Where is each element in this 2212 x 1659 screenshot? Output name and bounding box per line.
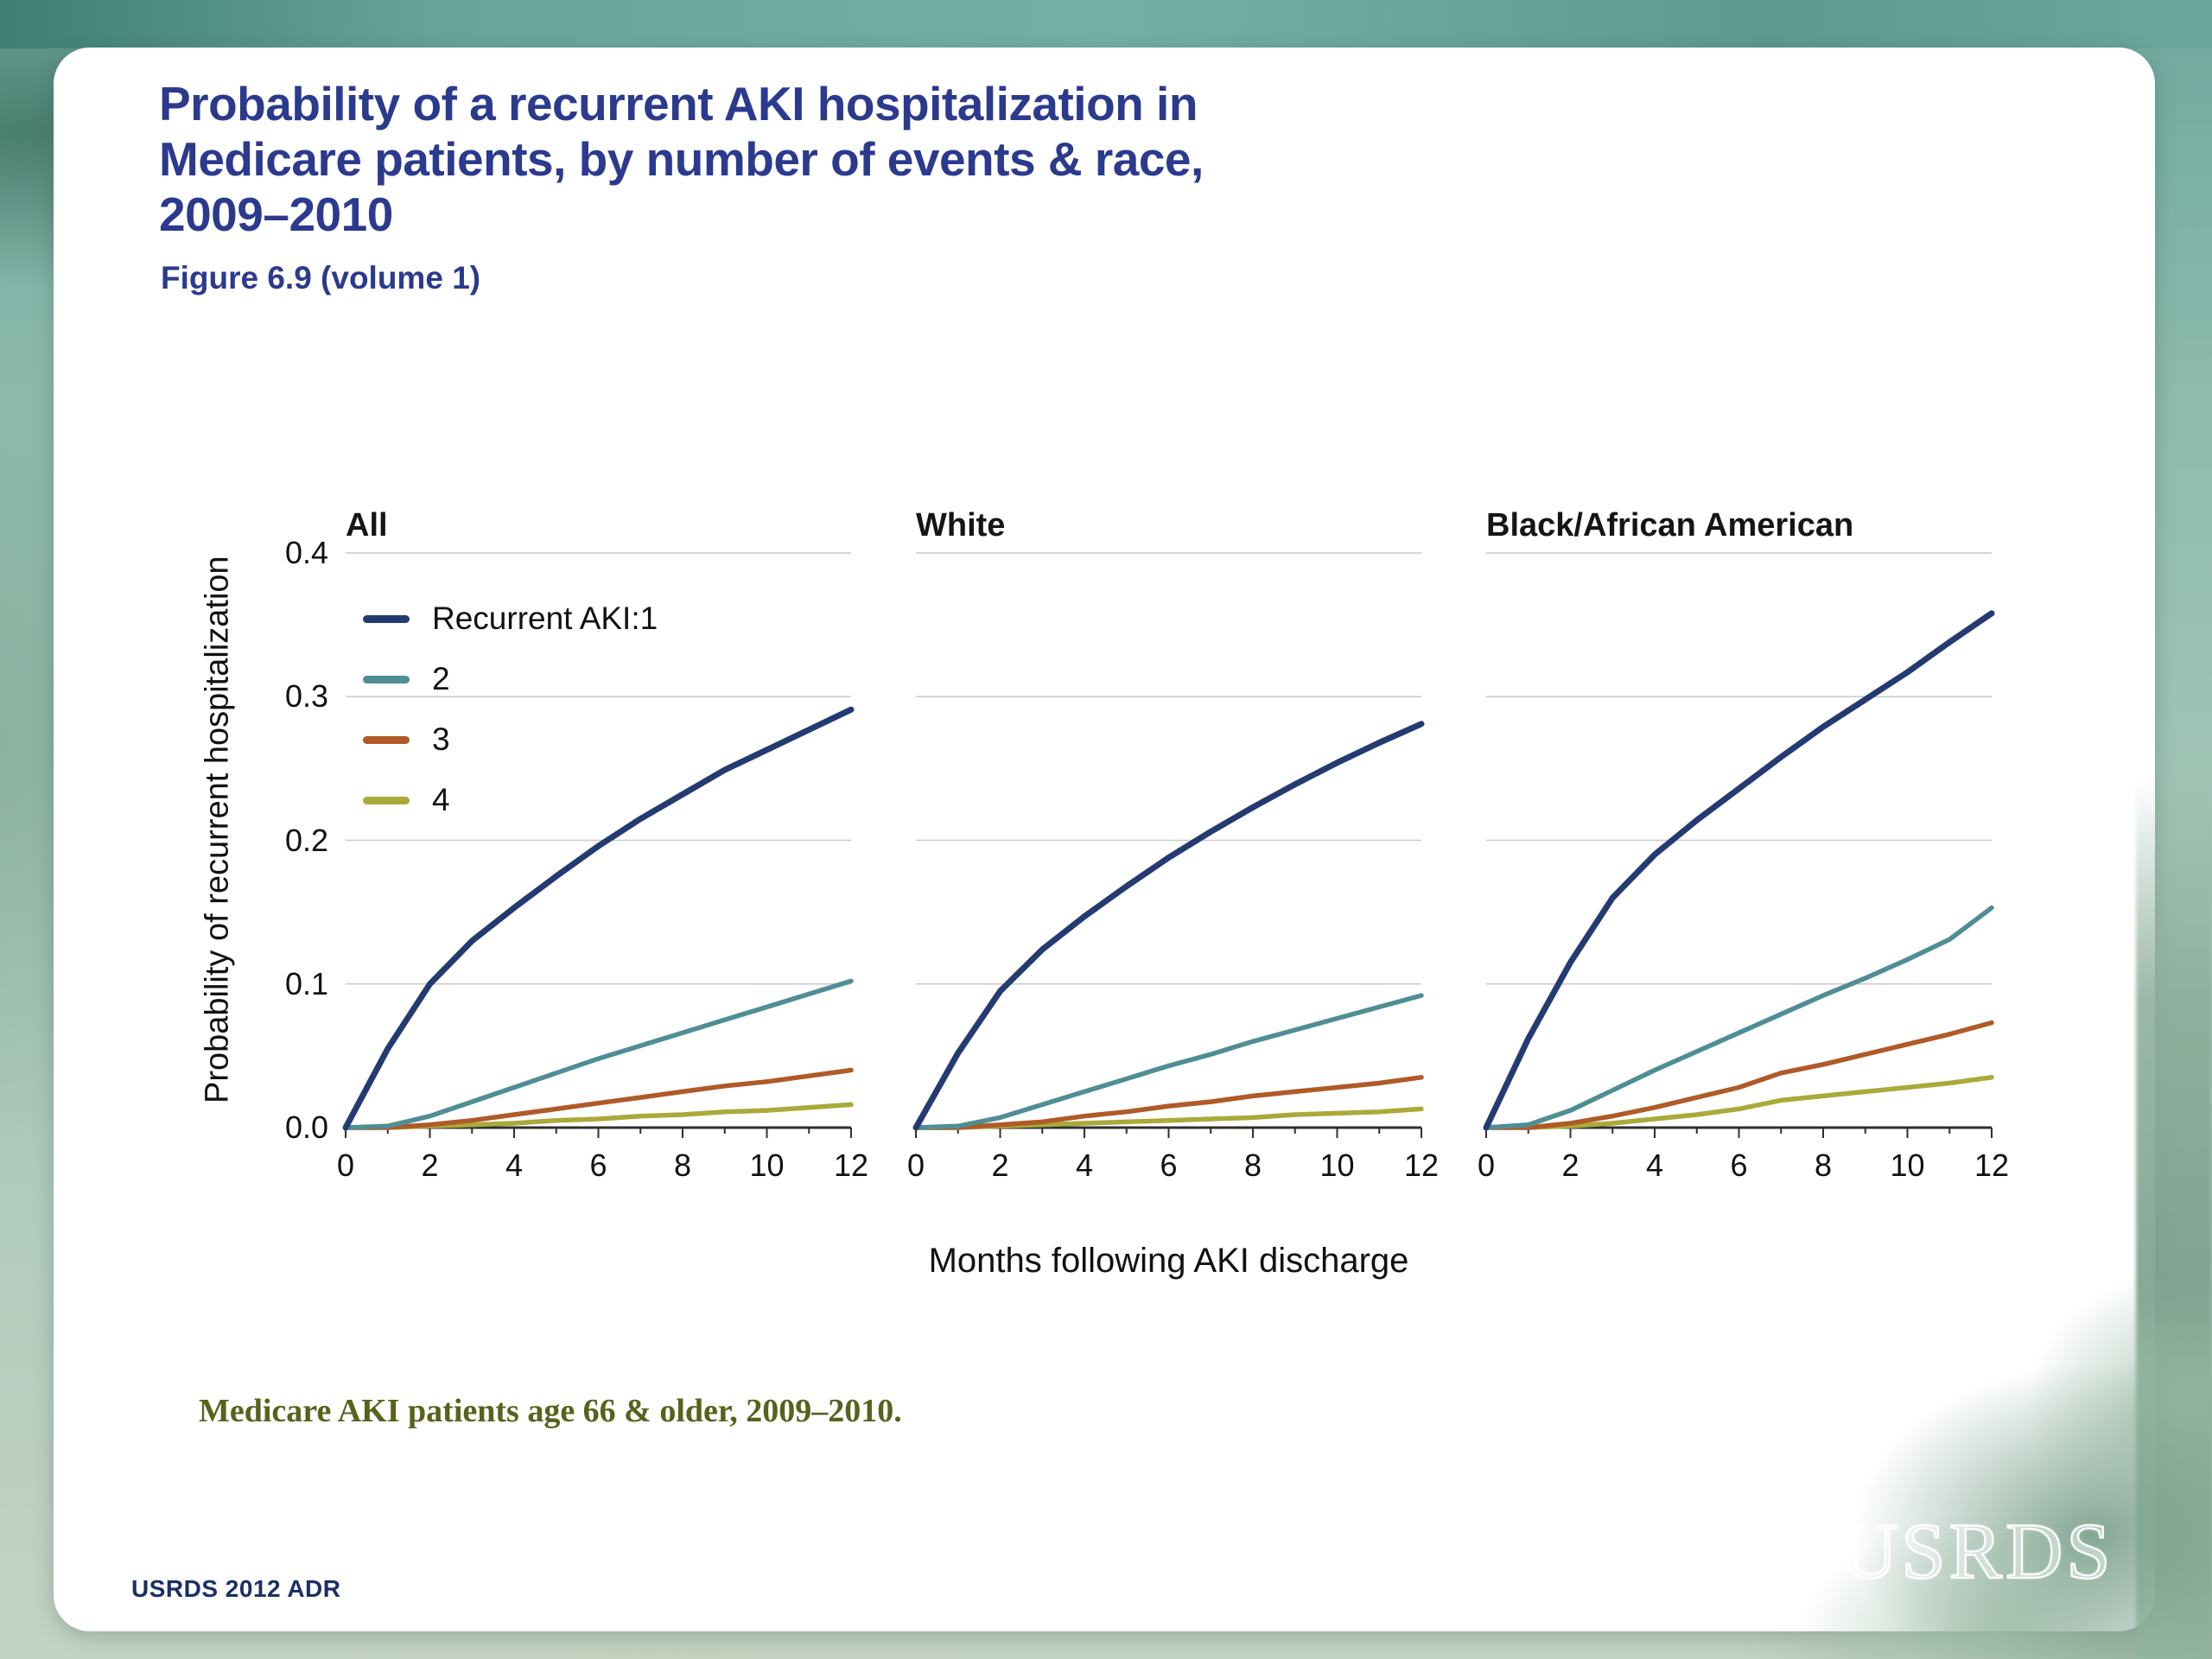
svg-text:2: 2 bbox=[421, 1147, 438, 1183]
usrds-logo: USRDS bbox=[1840, 1506, 2114, 1597]
svg-text:6: 6 bbox=[1160, 1147, 1177, 1183]
legend-label: 3 bbox=[432, 721, 450, 757]
panel-title-all: All bbox=[346, 507, 388, 543]
svg-text:8: 8 bbox=[674, 1147, 691, 1183]
y-tick-label: 0.4 bbox=[284, 535, 328, 570]
y-tick-label: 0.3 bbox=[284, 678, 328, 715]
y-axis-tick-labels: 0.0 0.1 0.2 0.3 0.4 bbox=[271, 527, 328, 1184]
svg-text:10: 10 bbox=[749, 1147, 784, 1183]
svg-text:0: 0 bbox=[907, 1147, 925, 1183]
svg-text:10: 10 bbox=[1319, 1147, 1354, 1183]
watercolor-top-strip bbox=[0, 0, 2212, 48]
svg-text:8: 8 bbox=[1815, 1147, 1832, 1183]
legend-label: 4 bbox=[432, 782, 450, 817]
slide-card: Probability of a recurrent AKI hospitali… bbox=[54, 48, 2155, 1631]
page-title: Probability of a recurrent AKI hospitali… bbox=[159, 77, 1204, 241]
svg-text:10: 10 bbox=[1890, 1147, 1924, 1183]
svg-text:8: 8 bbox=[1244, 1147, 1262, 1183]
legend-item: Recurrent AKI:1 bbox=[363, 601, 658, 637]
figure-caption: Figure 6.9 (volume 1) bbox=[161, 260, 481, 296]
legend-label: Recurrent AKI:1 bbox=[432, 601, 658, 636]
svg-text:4: 4 bbox=[1646, 1147, 1663, 1183]
line-swatch-icon bbox=[363, 614, 410, 623]
panel-title-white: White bbox=[916, 507, 1006, 543]
svg-text:2: 2 bbox=[1561, 1147, 1579, 1183]
svg-text:12: 12 bbox=[1404, 1147, 1439, 1183]
panel-plot-black-african-american: 0 2 4 6 8 10 12 bbox=[1478, 552, 2009, 1183]
svg-text:0: 0 bbox=[1478, 1147, 1495, 1183]
footnote: Medicare AKI patients age 66 & older, 20… bbox=[199, 1393, 902, 1429]
panel-title-black-african-american: Black/African American bbox=[1486, 507, 1854, 543]
x-axis-title: Months following AKI discharge bbox=[928, 1242, 1409, 1280]
line-swatch-icon bbox=[363, 675, 410, 683]
svg-text:6: 6 bbox=[1730, 1147, 1747, 1183]
legend-item: 4 bbox=[363, 782, 658, 818]
svg-text:12: 12 bbox=[834, 1147, 868, 1183]
line-swatch-icon bbox=[363, 796, 410, 804]
svg-text:2: 2 bbox=[991, 1147, 1008, 1183]
y-tick-label: 0.2 bbox=[284, 822, 328, 858]
svg-text:4: 4 bbox=[1076, 1147, 1093, 1183]
y-axis-title: Probability of recurrent hospitalization bbox=[199, 556, 236, 1103]
y-tick-label: 0.1 bbox=[284, 965, 328, 1001]
panel-plot-white: 0 2 4 6 8 10 12 bbox=[907, 552, 1439, 1183]
line-swatch-icon bbox=[363, 735, 410, 744]
legend-item: 2 bbox=[363, 661, 658, 697]
y-tick-label: 0.0 bbox=[284, 1109, 328, 1145]
svg-text:0: 0 bbox=[337, 1147, 354, 1183]
svg-text:4: 4 bbox=[505, 1147, 523, 1183]
svg-text:6: 6 bbox=[589, 1147, 607, 1183]
panel-plot-all: 0 2 4 6 8 10 12 bbox=[337, 552, 868, 1183]
legend-label: 2 bbox=[432, 661, 450, 696]
legend: Recurrent AKI:1 2 3 4 bbox=[363, 601, 658, 818]
legend-item: 3 bbox=[363, 721, 658, 758]
source-text: USRDS 2012 ADR bbox=[131, 1575, 341, 1602]
svg-text:12: 12 bbox=[1974, 1147, 2009, 1183]
